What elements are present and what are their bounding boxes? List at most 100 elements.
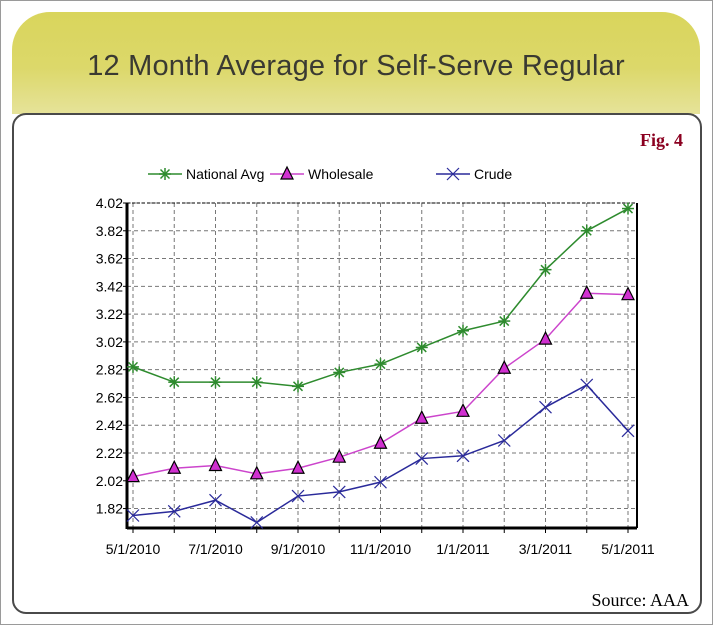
data-point (374, 475, 387, 489)
data-point (580, 378, 594, 392)
y-tick-label: 2.82 (96, 362, 123, 378)
series-national-avg (127, 202, 634, 393)
data-point (415, 452, 429, 465)
x-tick-label: 11/1/2010 (350, 541, 411, 557)
data-point (497, 434, 511, 447)
data-point (497, 359, 512, 374)
asterisk-marker-stroke (251, 377, 262, 388)
data-point (333, 366, 346, 379)
triangle-marker (280, 165, 294, 180)
data-point (621, 286, 635, 301)
data-point (498, 315, 511, 328)
triangle-marker (167, 459, 182, 474)
x-marker-stroke (209, 493, 222, 507)
chart-title: 12 Month Average for Self-Serve Regular (87, 50, 625, 82)
asterisk-marker-stroke (210, 377, 221, 388)
triangle-marker (414, 409, 429, 424)
asterisk-marker-stroke (581, 225, 592, 236)
legend-item: National Avg (148, 166, 264, 182)
data-point (127, 360, 139, 373)
y-tick-label: 2.42 (96, 417, 123, 433)
x-tick-label: 5/1/2011 (601, 541, 655, 557)
triangle-marker (373, 434, 388, 449)
data-point (414, 409, 429, 424)
asterisk-marker-stroke (416, 342, 427, 353)
series-line (132, 384, 629, 524)
asterisk-marker-stroke (292, 381, 304, 392)
data-point (457, 324, 469, 337)
series-wholesale (126, 284, 635, 483)
asterisk-marker-stroke (169, 377, 180, 388)
triangle-marker (291, 459, 305, 474)
asterisk-marker-stroke (457, 325, 469, 336)
data-point (209, 493, 222, 507)
y-tick-label: 3.82 (96, 223, 123, 239)
triangle-marker (249, 465, 264, 480)
triangle-marker (538, 330, 553, 345)
x-tick-label: 3/1/2011 (519, 541, 573, 557)
legend-label: Crude (474, 166, 512, 182)
data-point (538, 330, 553, 345)
data-point (208, 457, 223, 472)
triangle-marker (126, 468, 140, 483)
series-crude (126, 378, 635, 529)
asterisk-marker-stroke (499, 316, 510, 327)
data-point (373, 434, 388, 449)
triangle-marker (456, 402, 470, 417)
data-point (126, 468, 140, 483)
asterisk-marker-stroke (375, 359, 386, 370)
x-marker-stroke (126, 509, 140, 522)
x-marker-stroke (621, 424, 635, 438)
data-point (250, 376, 263, 389)
y-tick-label: 3.62 (96, 251, 123, 267)
y-tick-label: 3.42 (96, 278, 123, 294)
y-tick-label: 3.02 (96, 334, 123, 350)
x-tick-label: 5/1/2010 (106, 541, 161, 557)
data-point (332, 448, 347, 463)
data-point (579, 284, 594, 299)
asterisk-marker-stroke (159, 168, 171, 180)
y-tick-label: 1.82 (96, 501, 123, 517)
source-label: Source: AAA (591, 590, 690, 610)
data-point (249, 465, 264, 480)
x-marker-stroke (446, 167, 460, 181)
x-marker-stroke (291, 489, 305, 503)
asterisk-marker-stroke (540, 264, 551, 275)
data-point (291, 459, 305, 474)
data-point (291, 489, 305, 503)
x-marker-stroke (539, 400, 552, 414)
x-marker-stroke (250, 516, 264, 529)
x-marker-stroke (415, 452, 429, 465)
data-point (167, 504, 181, 518)
triangle-marker (579, 284, 594, 299)
data-point (622, 202, 634, 215)
triangle-marker (208, 457, 223, 472)
triangle-marker (497, 359, 512, 374)
legend-item: Wholesale (270, 165, 374, 182)
data-point (539, 400, 552, 414)
x-tick-label: 1/1/2011 (436, 541, 490, 557)
legend-label: National Avg (186, 166, 264, 182)
data-point (126, 509, 140, 522)
data-point (456, 402, 470, 417)
data-point (332, 485, 346, 499)
x-marker-stroke (167, 504, 181, 518)
legend-label: Wholesale (308, 166, 374, 182)
data-point (167, 459, 182, 474)
x-marker-stroke (456, 449, 470, 463)
y-tick-label: 3.22 (96, 306, 123, 322)
triangle-marker (332, 448, 347, 463)
y-tick-label: 2.22 (96, 445, 123, 461)
data-point (415, 341, 428, 354)
data-point (250, 516, 264, 529)
x-marker-stroke (374, 475, 387, 489)
y-tick-label: 4.02 (96, 195, 123, 211)
legend-item: Crude (436, 166, 512, 182)
y-tick-label: 2.02 (96, 473, 123, 489)
x-marker-stroke (497, 434, 511, 447)
header-banner: 12 Month Average for Self-Serve Regular (12, 12, 700, 114)
asterisk-marker-stroke (127, 361, 139, 372)
y-tick-label: 2.62 (96, 389, 123, 405)
data-point (539, 263, 552, 276)
